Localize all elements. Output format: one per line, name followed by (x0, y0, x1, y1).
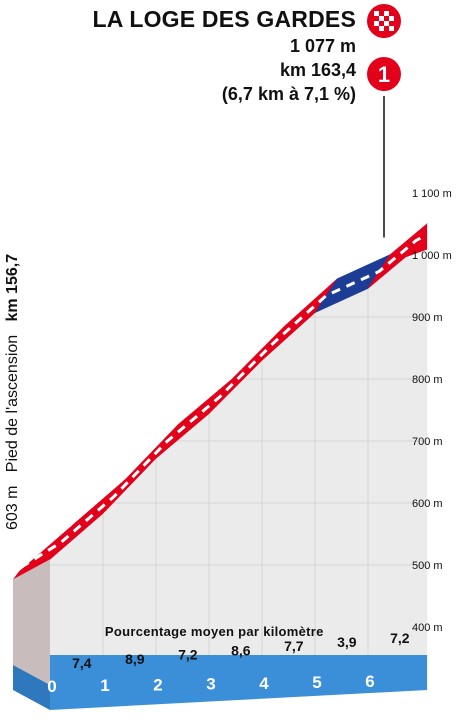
summit-km: km 163,4 (279, 60, 356, 80)
road-centre-dash (20, 234, 426, 569)
y-tick-label: 800 m (412, 374, 443, 386)
segment-gradient-label: 8,6 (231, 642, 251, 658)
profile-base (50, 655, 428, 710)
finish-flag-square (379, 16, 384, 21)
x-tick-label: 6 (365, 672, 374, 691)
x-tick-label: 4 (259, 674, 269, 693)
segment-gradient-label: 8,9 (125, 651, 145, 667)
y-tick-label: 700 m (412, 436, 443, 448)
x-tick-label: 3 (206, 675, 215, 694)
ascent-start-label: 603 m Pied de l'ascension km 156,7 (4, 0, 34, 530)
y-tick-label: 400 m (412, 622, 443, 634)
finish-flag-square (374, 21, 379, 26)
road-segment (13, 525, 72, 580)
segment-gradient-label: 7,4 (72, 655, 92, 671)
finish-flag-square (389, 16, 394, 21)
finish-flag-square (384, 21, 389, 26)
profile-base-side (13, 665, 50, 710)
x-tick-label: 2 (153, 675, 162, 694)
segment-gradient-label: 7,2 (178, 647, 198, 663)
segment-gradient-label: 7,2 (390, 630, 410, 646)
y-tick-label: 900 m (412, 312, 443, 324)
climb-summary: (6,7 km à 7,1 %) (221, 84, 356, 104)
climb-header: LA LOGE DES GARDES 1 077 m km 163,4 (6,7… (93, 0, 356, 106)
x-tick-label: 5 (312, 673, 321, 692)
profile-wall (13, 559, 50, 685)
x-tick-label: 1 (100, 676, 109, 695)
y-tick-label: 1 000 m (412, 250, 452, 262)
segment-gradient-label: 7,7 (284, 638, 304, 654)
y-tick-label: 600 m (412, 498, 443, 510)
finish-flag-square (374, 11, 379, 16)
segment-gradient-label: 3,9 (337, 634, 357, 650)
finish-flag-square (379, 26, 384, 31)
summit-altitude: 1 077 m (289, 36, 356, 56)
start-km: km 156,7 (4, 253, 21, 322)
y-tick-label: 500 m (412, 560, 443, 572)
start-text: Pied de l'ascension (4, 334, 21, 473)
category-badge (367, 57, 401, 91)
profile-area (50, 257, 428, 655)
x-tick-label: 0 (47, 677, 56, 696)
road-segment (367, 223, 428, 289)
start-altitude: 603 m (4, 485, 21, 530)
segment-caption: Pourcentage moyen par kilomètre (105, 624, 324, 639)
y-tick-label: 1 100 m (412, 188, 452, 200)
climb-name: LA LOGE DES GARDES (92, 6, 356, 32)
finish-flag-square (389, 26, 394, 31)
finish-flag-square (384, 11, 389, 16)
category-badge-label: 1 (378, 62, 390, 87)
